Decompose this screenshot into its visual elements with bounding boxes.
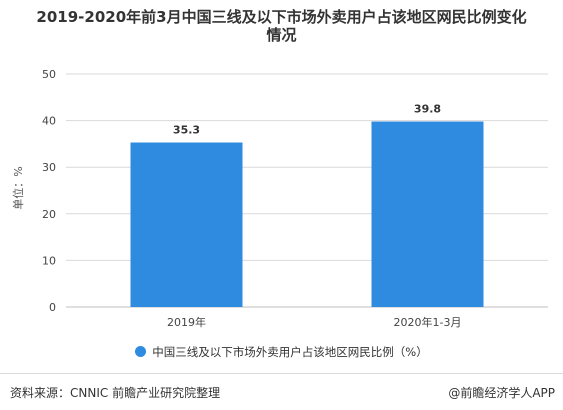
y-tick-label: 40 — [42, 115, 56, 128]
y-tick-label: 10 — [42, 254, 56, 267]
y-axis-ticks: 0 10 20 30 40 50 — [42, 68, 56, 314]
bars — [130, 121, 484, 307]
y-tick-label: 30 — [42, 161, 56, 174]
footer: 资料来源：CNNIC 前瞻产业研究院整理 @前瞻经济学人APP — [0, 373, 563, 410]
y-tick-label: 20 — [42, 208, 56, 221]
y-tick-label: 50 — [42, 68, 56, 81]
brand-credit: @前瞻经济学人APP — [448, 386, 555, 400]
y-tick-label: 0 — [49, 301, 56, 314]
x-tick-label: 2020年1-3月 — [394, 315, 462, 329]
legend-label: 中国三线及以下市场外卖用户占该地区网民比例（%） — [152, 345, 428, 359]
y-axis-label: 单位：% — [11, 166, 25, 209]
legend-swatch — [135, 346, 147, 357]
chart-title-line-2: 情况 — [266, 26, 297, 44]
x-tick-label: 2019年 — [167, 315, 206, 329]
value-labels: 35.3 39.8 — [173, 103, 441, 137]
bar-value-label: 39.8 — [414, 103, 441, 116]
bar — [130, 142, 243, 307]
bar-chart: 0 10 20 30 40 50 35.3 39.8 2019年 2020年1-3月 单位：% — [11, 68, 548, 329]
legend: 中国三线及以下市场外卖用户占该地区网民比例（%） — [0, 344, 563, 360]
chart-title: 2019-2020年前3月中国三线及以下市场外卖用户占该地区网民比例变化 情况 — [0, 8, 563, 44]
bar-value-label: 35.3 — [173, 124, 200, 137]
x-axis-ticks: 2019年 2020年1-3月 — [167, 315, 461, 329]
source-note: 资料来源：CNNIC 前瞻产业研究院整理 — [10, 386, 221, 400]
chart-title-line-1: 2019-2020年前3月中国三线及以下市场外卖用户占该地区网民比例变化 — [36, 8, 527, 26]
bar — [371, 121, 484, 307]
